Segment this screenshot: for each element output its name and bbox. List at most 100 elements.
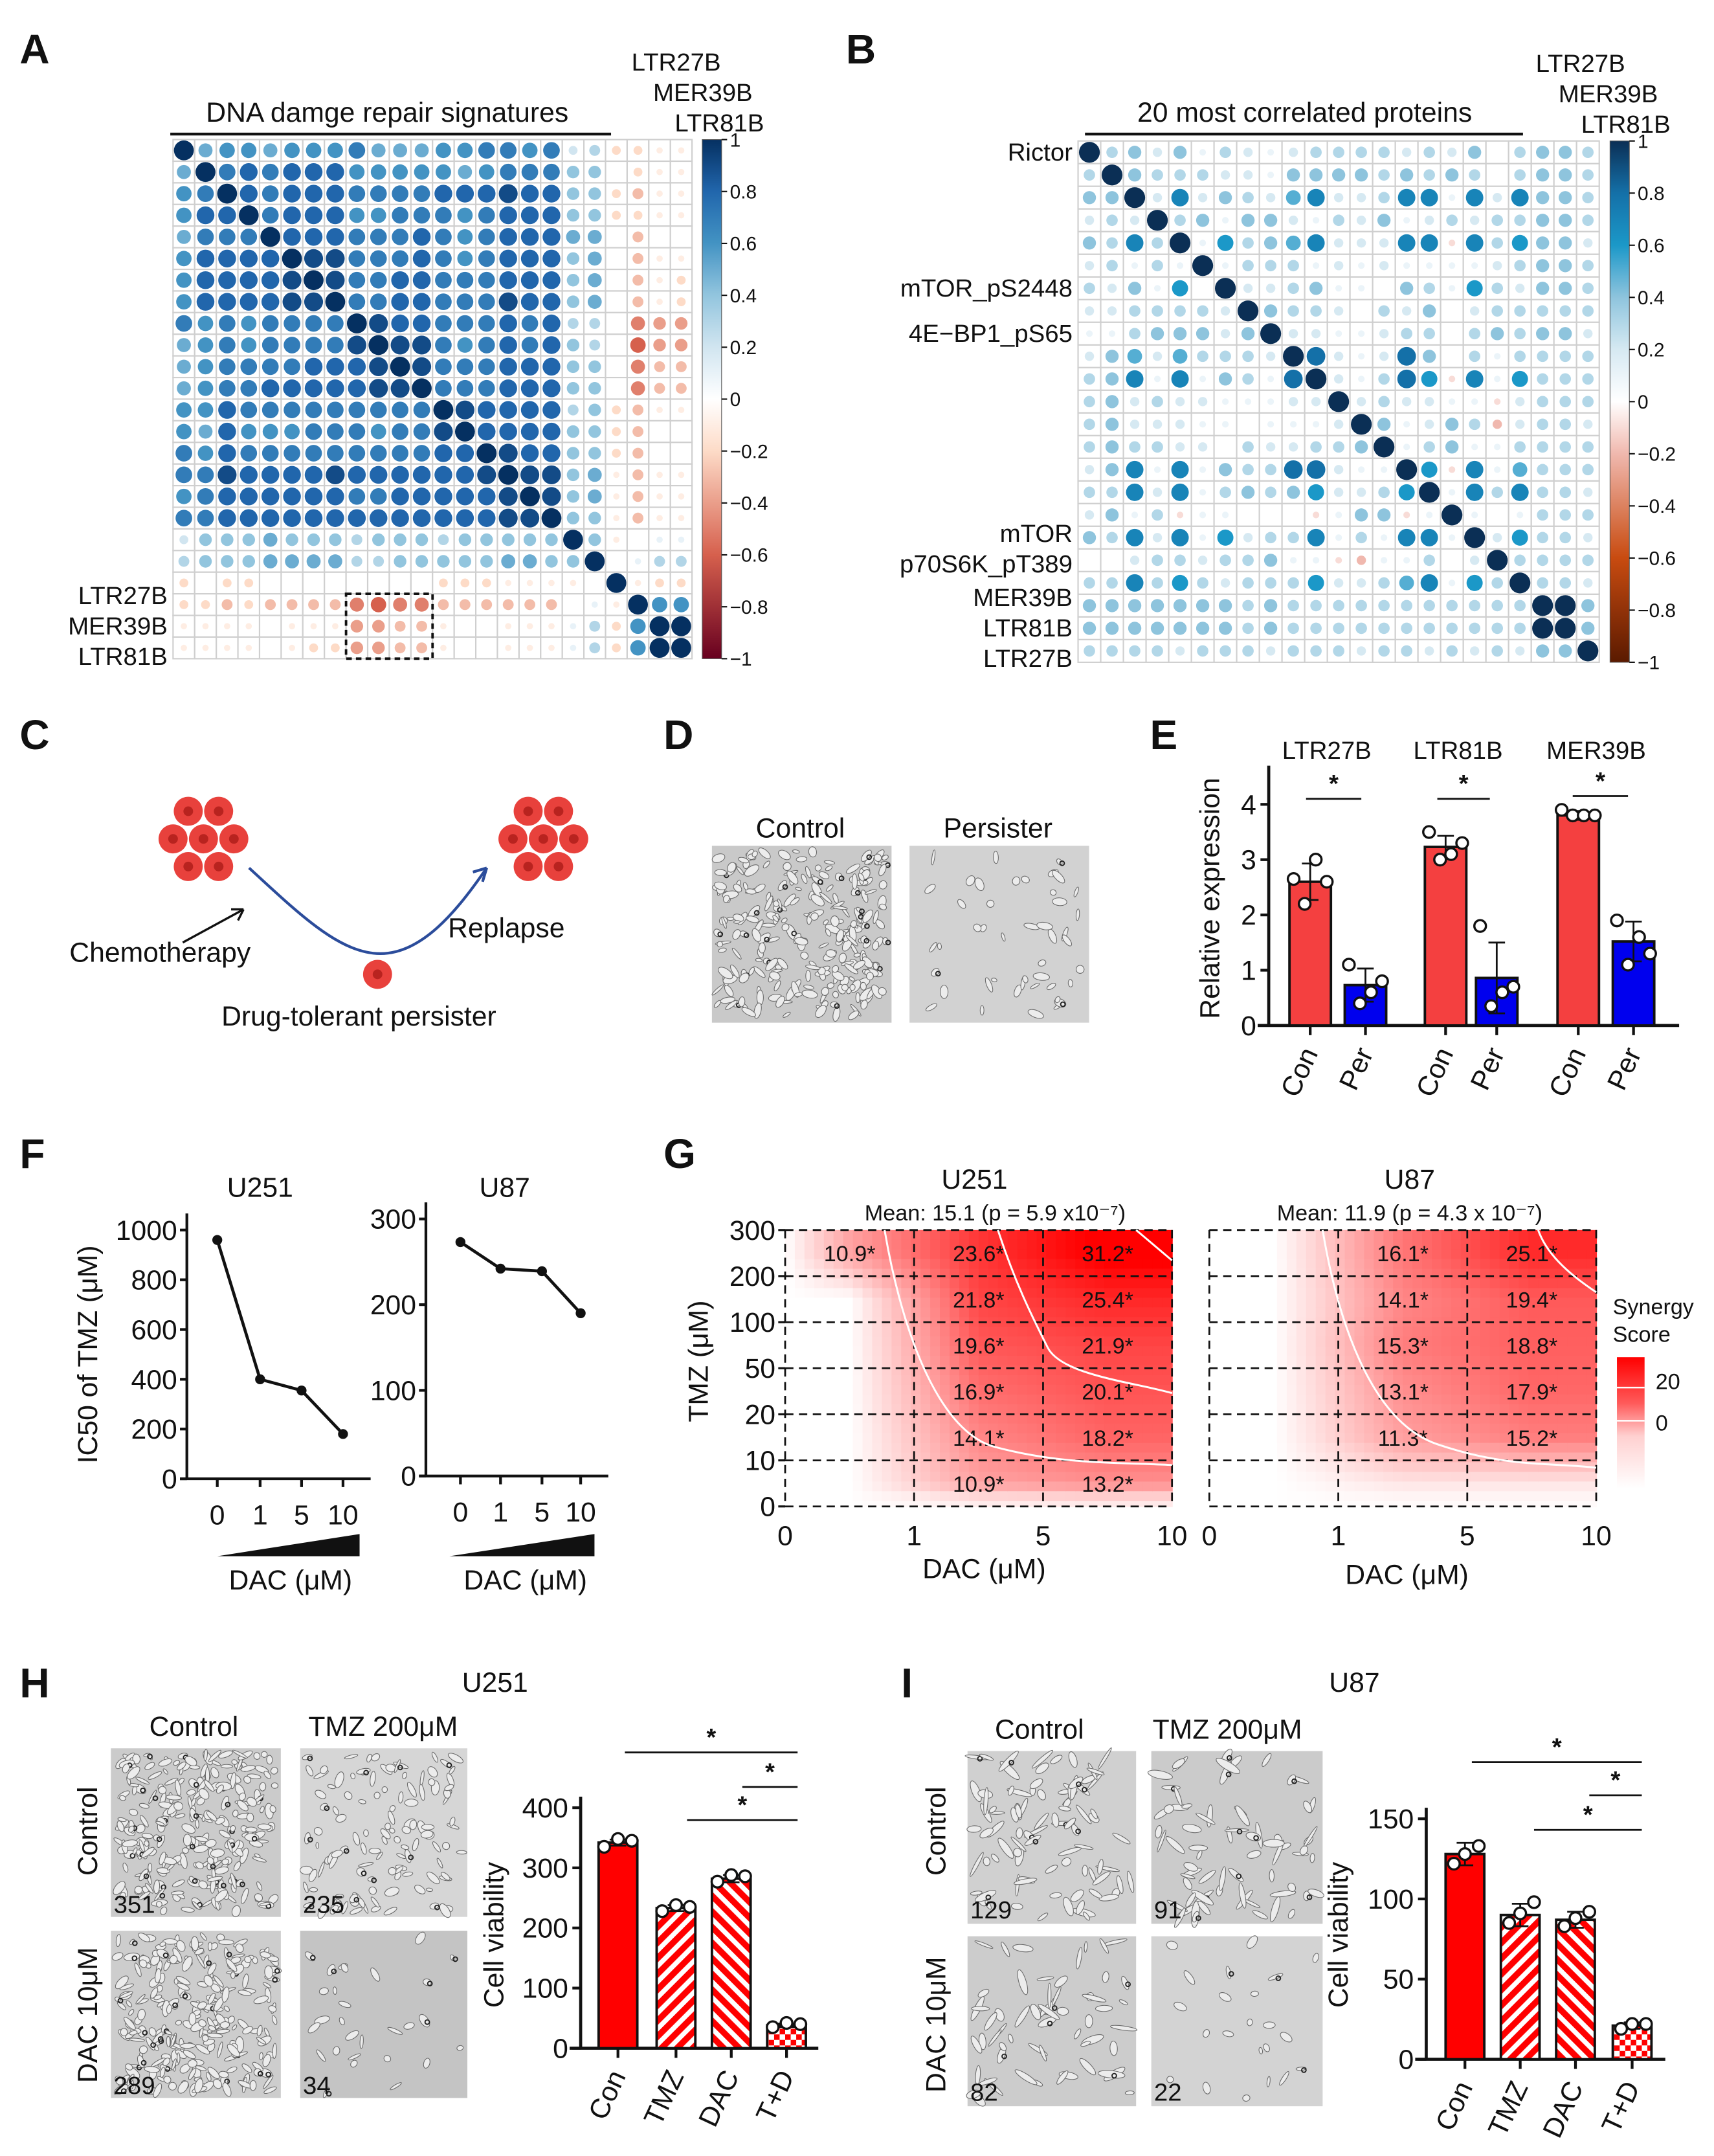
x-tick-label: 10 (565, 1497, 595, 1528)
heatmap-tile (1007, 1336, 1018, 1347)
correlation-dot (1084, 577, 1095, 589)
heatmap-tile (930, 1365, 941, 1376)
heatmap-tile (1258, 1433, 1269, 1444)
correlation-dot (1084, 441, 1095, 453)
heatmap-tile (785, 1481, 796, 1492)
correlation-dot (434, 466, 452, 484)
heatmap-tile (785, 1423, 796, 1434)
correlation-dot (566, 511, 580, 524)
correlation-dot (521, 315, 539, 332)
correlation-dot (371, 143, 386, 158)
heatmap-tile (823, 1268, 834, 1279)
correlation-matrix-b: RictormTOR_pS24484E−BP1_pS65mTORp70S6K_p… (900, 50, 1676, 674)
correlation-dot (372, 620, 385, 633)
heatmap-tile (814, 1239, 825, 1250)
correlation-dot (1221, 398, 1229, 405)
heatmap-tile (940, 1375, 951, 1386)
heatmap-tile (940, 1423, 951, 1434)
correlation-dot (283, 509, 301, 527)
heatmap-tile (988, 1462, 999, 1473)
heatmap-tile (1238, 1297, 1249, 1308)
heatmap-tile (833, 1452, 844, 1463)
ic50-line (216, 1239, 344, 1435)
correlation-dot (177, 381, 191, 396)
correlation-dot (304, 249, 324, 268)
correlation-dot (1242, 645, 1254, 657)
heatmap-tile (814, 1249, 825, 1260)
heatmap-tile (978, 1452, 989, 1463)
correlation-dot (1241, 486, 1255, 499)
correlation-dot (1467, 146, 1482, 159)
heatmap-tile (843, 1462, 854, 1473)
heatmap-tile (1432, 1452, 1443, 1463)
correlation-dot (1196, 214, 1210, 227)
correlation-dot (325, 291, 346, 312)
heatmap-tile (1364, 1413, 1375, 1424)
correlation-dot (1199, 511, 1207, 519)
heatmap-tile (930, 1249, 941, 1260)
synergy-legend-title-1: Synergy (1613, 1295, 1694, 1319)
heatmap-tile (872, 1394, 883, 1405)
heatmap-tile (940, 1230, 951, 1241)
heatmap-tile (1296, 1278, 1307, 1289)
correlation-dot (542, 185, 561, 203)
heatmap-tile (1344, 1239, 1355, 1250)
heatmap-tile (1489, 1278, 1500, 1289)
correlation-dot (435, 207, 452, 224)
heatmap-tile (1441, 1491, 1452, 1502)
correlation-dot (1107, 306, 1117, 316)
heatmap-tile (1344, 1413, 1355, 1424)
colorbar-tick-label: −0.4 (1638, 496, 1676, 517)
correlation-dot (435, 358, 452, 376)
correlation-dot (284, 142, 300, 159)
correlation-dot (1217, 234, 1234, 251)
heatmap-tile (891, 1423, 902, 1434)
heatmap-tile (1065, 1346, 1076, 1357)
heatmap-tile (1229, 1384, 1240, 1395)
heatmap-tile (1325, 1346, 1336, 1357)
correlation-dot (329, 599, 341, 611)
heatmap-tile (1460, 1336, 1471, 1347)
correlation-dot (1582, 192, 1594, 204)
heatmap-tile (1133, 1336, 1144, 1347)
heatmap-tile (1374, 1491, 1385, 1502)
heatmap-tile (1306, 1491, 1317, 1502)
heatmap-tile (1489, 1239, 1500, 1250)
heatmap-tile (882, 1327, 893, 1338)
correlation-dot (526, 623, 533, 630)
correlation-dot (1267, 398, 1274, 405)
correlation-dot (282, 271, 302, 290)
heatmap-tile (1065, 1288, 1076, 1299)
correlation-dot (414, 143, 429, 158)
heatmap-tile (814, 1452, 825, 1463)
heatmap-tile (997, 1365, 1008, 1376)
heatmap-tile (804, 1230, 815, 1241)
heatmap-tile (1267, 1356, 1278, 1367)
heatmap-tile (1325, 1356, 1336, 1367)
heatmap-tile (872, 1327, 883, 1338)
correlation-dot (1310, 622, 1322, 634)
correlation-dot (542, 336, 561, 354)
heatmap-tile (930, 1356, 941, 1367)
heatmap-tile (1123, 1404, 1134, 1415)
correlation-dot (263, 554, 278, 568)
matrix-cell (366, 528, 390, 552)
heatmap-tile (823, 1443, 834, 1454)
heatmap-tile (862, 1413, 873, 1424)
heatmap-tile (1152, 1230, 1163, 1241)
correlation-dot (1559, 464, 1572, 476)
heatmap-tile (1209, 1423, 1220, 1434)
correlation-dot (394, 555, 406, 568)
correlation-dot (499, 357, 517, 376)
correlation-dot (1220, 329, 1230, 339)
heatmap-tile (1519, 1365, 1530, 1376)
heatmap-tile (988, 1230, 999, 1241)
heatmap-tile (1267, 1472, 1278, 1483)
data-point (296, 1385, 307, 1396)
heatmap-tile (1374, 1472, 1385, 1483)
correlation-dot (1287, 282, 1299, 295)
heatmap-tile (978, 1268, 989, 1279)
correlation-dot (1084, 282, 1095, 295)
heatmap-tile (1036, 1268, 1047, 1279)
heatmap-tile (1412, 1481, 1423, 1492)
